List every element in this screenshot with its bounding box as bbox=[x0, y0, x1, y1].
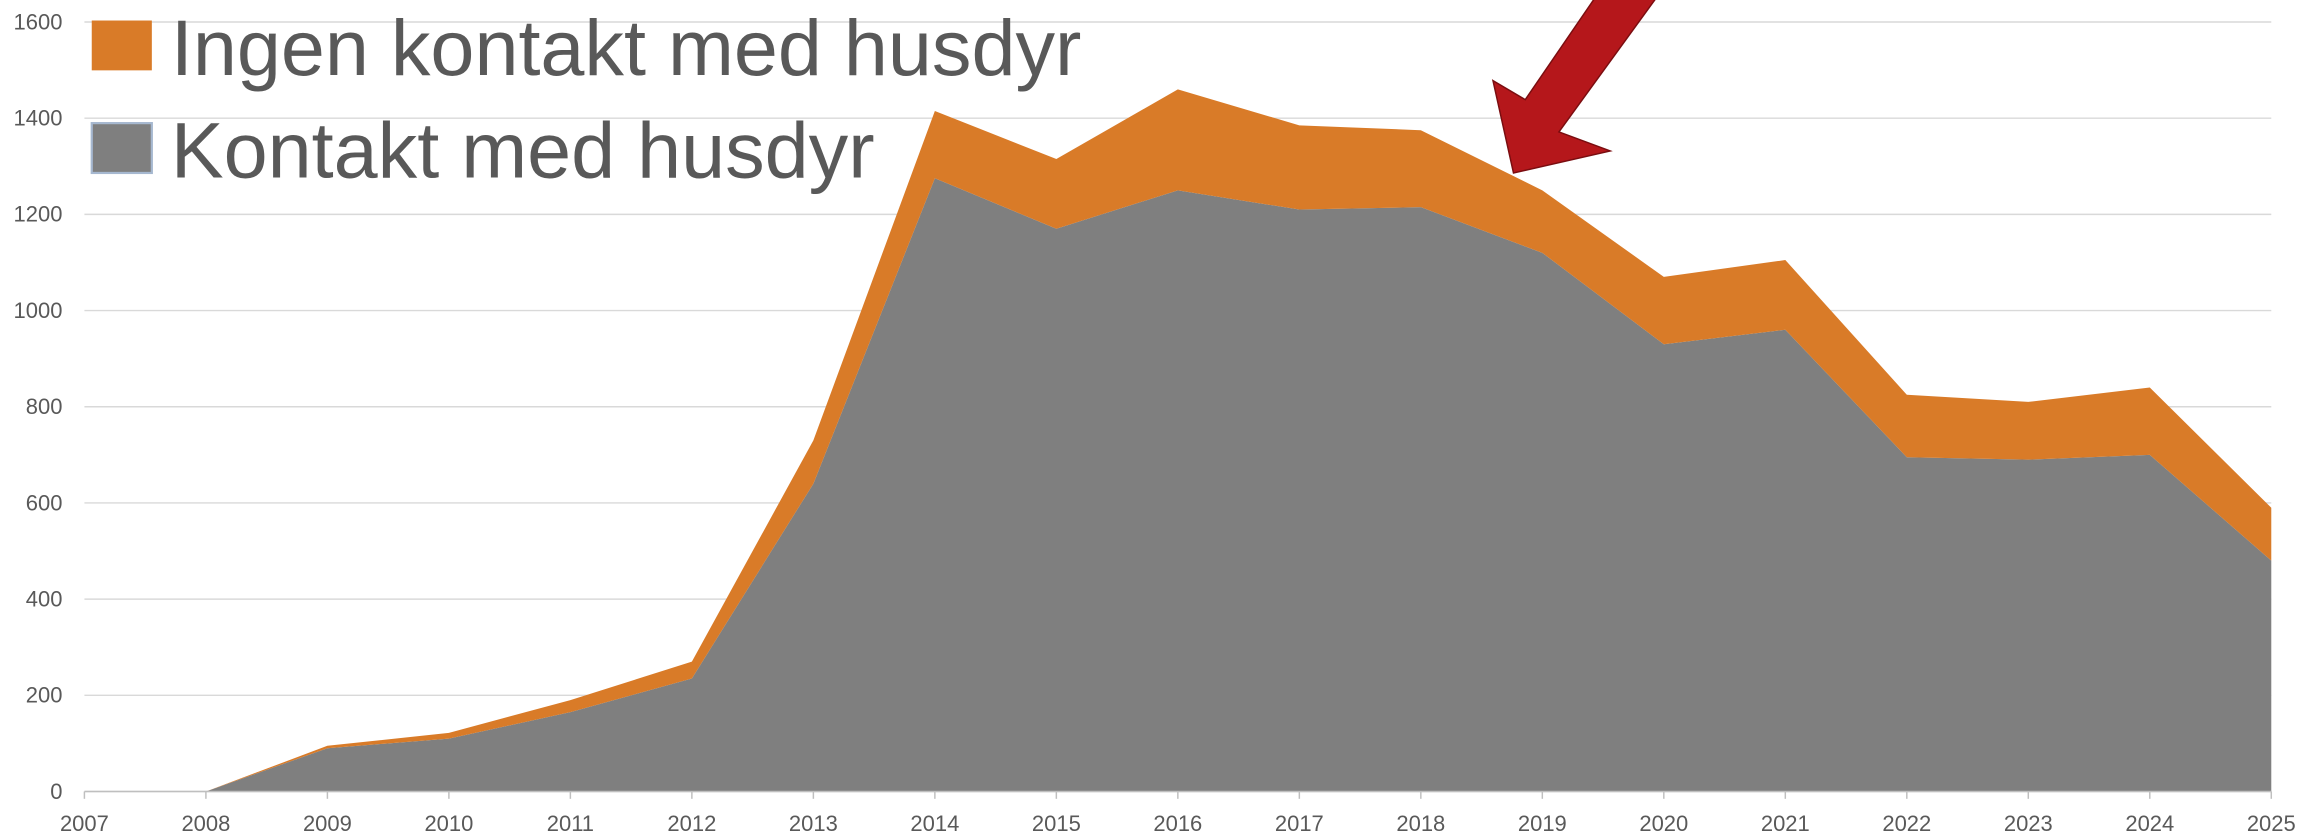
y-tick-label: 800 bbox=[26, 394, 63, 419]
x-tick-label: 2025 bbox=[2247, 811, 2296, 834]
x-tick-label: 2019 bbox=[1518, 811, 1567, 834]
y-tick-label: 1000 bbox=[14, 298, 63, 323]
legend-label: Ingen kontakt med husdyr bbox=[171, 3, 1081, 92]
y-tick-label: 600 bbox=[26, 490, 63, 515]
ticks: 0 200 400 600 800 1000 1200 1400 1600 2007 2008 200… bbox=[14, 9, 2296, 834]
areas bbox=[205, 89, 2272, 792]
x-tick-label: 2021 bbox=[1761, 811, 1810, 834]
x-tick-label: 2017 bbox=[1275, 811, 1324, 834]
x-tick-label: 2015 bbox=[1032, 811, 1081, 834]
arrow bbox=[1491, 0, 1656, 174]
x-tick-label: 2018 bbox=[1396, 811, 1445, 834]
x-tick-label: 2020 bbox=[1639, 811, 1688, 834]
y-tick-label: 400 bbox=[26, 586, 63, 611]
y-tick-label: 1200 bbox=[14, 202, 63, 227]
legend-swatch bbox=[91, 20, 152, 71]
x-tick-label: 2014 bbox=[910, 811, 959, 834]
legend-swatch bbox=[90, 122, 153, 175]
area bbox=[205, 89, 2272, 792]
x-tick-label: 2024 bbox=[2125, 811, 2174, 834]
y-tick-label: 1600 bbox=[14, 9, 63, 34]
x-tick-label: 2013 bbox=[789, 811, 838, 834]
x-tick-label: 2023 bbox=[2004, 811, 2053, 834]
area bbox=[205, 178, 2272, 792]
x-tick-label: 2008 bbox=[181, 811, 230, 834]
x-tick-label: 2012 bbox=[667, 811, 716, 834]
x-tick-label: 2016 bbox=[1153, 811, 1202, 834]
x-tick-label: 2009 bbox=[303, 811, 352, 834]
legend: Ingen kontakt med husdyr Kontakt med husd… bbox=[90, 3, 1081, 194]
legend-label: Kontakt med husdyr bbox=[171, 105, 875, 194]
y-tick-label: 0 bbox=[50, 779, 62, 804]
x-tick-label: 2011 bbox=[547, 811, 594, 834]
x-tick-label: 2010 bbox=[424, 811, 473, 834]
x-tick-label: 2007 bbox=[60, 811, 109, 834]
x-tick-label: 2022 bbox=[1882, 811, 1931, 834]
y-tick-label: 1400 bbox=[14, 106, 63, 131]
y-tick-label: 200 bbox=[26, 683, 63, 708]
